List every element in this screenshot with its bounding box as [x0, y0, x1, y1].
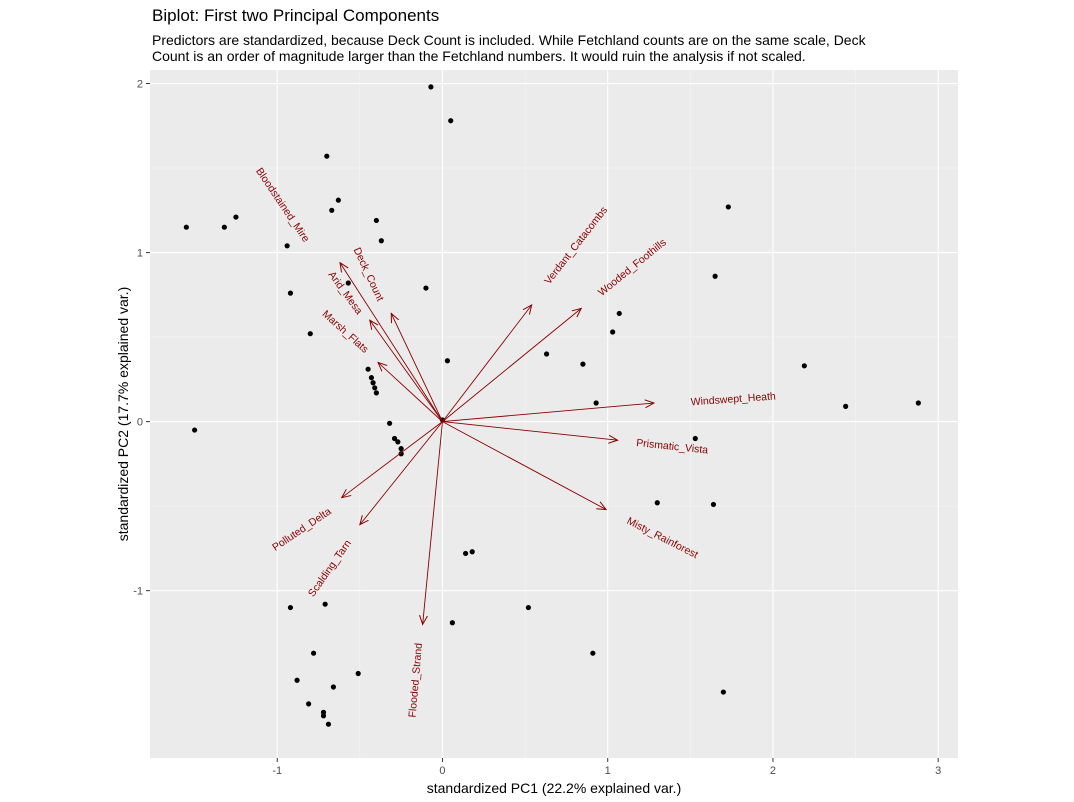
x-tick-label: 3	[935, 765, 941, 777]
score-point	[287, 604, 294, 611]
score-point	[710, 501, 717, 508]
y-tick-label: -1	[133, 586, 143, 598]
score-points	[183, 84, 921, 727]
y-tick-label: 2	[137, 79, 143, 91]
score-point	[320, 713, 327, 719]
score-point	[335, 197, 341, 203]
score-point	[580, 361, 586, 367]
score-point	[725, 204, 731, 210]
score-point	[395, 439, 401, 445]
score-point	[444, 358, 451, 364]
score-point	[915, 400, 921, 406]
score-point	[801, 363, 807, 369]
score-point	[294, 677, 300, 683]
score-point	[330, 684, 337, 690]
y-axis-title: standardized PC2 (17.7% explained var.)	[115, 287, 131, 541]
loading-arrow	[442, 421, 617, 441]
score-point	[370, 380, 376, 386]
score-point	[322, 601, 328, 607]
score-point	[373, 390, 379, 396]
score-point	[692, 435, 698, 442]
score-point	[610, 329, 616, 335]
loading-arrows	[340, 263, 654, 625]
score-point	[448, 118, 454, 124]
score-point	[287, 290, 294, 296]
score-point	[307, 331, 313, 337]
score-point	[233, 214, 239, 220]
loading-arrow	[370, 320, 443, 422]
loading-arrow	[342, 421, 443, 498]
x-tick-label: 0	[439, 765, 445, 777]
plot-panel	[150, 70, 958, 758]
loading-arrow	[442, 421, 606, 510]
chart-subtitle-line-2: Count is an order of magnitude larger th…	[152, 48, 806, 64]
loading-arrow	[340, 263, 443, 422]
score-point	[543, 351, 550, 357]
score-point	[355, 670, 361, 677]
score-point	[525, 604, 531, 611]
score-point	[373, 217, 379, 224]
score-point	[398, 446, 404, 452]
score-point	[324, 153, 330, 159]
x-tick-label: 2	[770, 765, 776, 777]
score-point	[423, 285, 429, 291]
x-tick-label: -1	[272, 765, 282, 777]
x-tick-label: 1	[605, 765, 611, 777]
minor-gridlines	[150, 70, 958, 758]
y-tick-label: 1	[137, 248, 143, 260]
score-point	[284, 243, 290, 249]
score-point	[325, 721, 332, 727]
score-point	[221, 224, 227, 230]
score-point	[192, 427, 198, 433]
loading-arrow	[442, 308, 581, 422]
score-point	[469, 549, 475, 555]
x-axis-title: standardized PC1 (22.2% explained var.)	[427, 780, 681, 796]
score-point	[428, 84, 434, 90]
score-point	[843, 403, 849, 409]
score-point	[365, 366, 371, 372]
chart-subtitle-line-1: Predictors are standardized, because Dec…	[152, 32, 866, 48]
score-point	[386, 420, 393, 426]
loading-arrow	[442, 403, 654, 423]
loading-arrow	[391, 313, 443, 422]
score-point	[590, 650, 596, 656]
score-point	[449, 620, 455, 626]
score-point	[593, 400, 599, 406]
loading-arrow	[423, 421, 443, 625]
loading-arrow	[360, 421, 443, 525]
score-point	[345, 280, 351, 286]
score-point	[183, 224, 189, 230]
score-point	[462, 550, 469, 557]
chart-subtitle: Predictors are standardized, because Dec…	[152, 32, 952, 64]
chart-title: Biplot: First two Principal Components	[152, 6, 440, 25]
score-point	[616, 310, 622, 317]
loading-arrow	[442, 305, 531, 422]
score-point	[391, 435, 398, 442]
score-point	[368, 375, 375, 381]
y-tick-label: 0	[137, 417, 143, 429]
loading-arrow	[378, 362, 443, 422]
score-point	[720, 689, 726, 695]
loading-label: Windswept_Heath	[690, 390, 776, 408]
score-point	[329, 207, 335, 213]
score-point	[712, 273, 718, 279]
score-point	[372, 385, 378, 391]
score-point	[306, 701, 312, 707]
score-point	[398, 451, 404, 457]
axis-ticks: -1 0 1 2 3 -1 0 1 2	[133, 79, 941, 777]
score-point	[654, 500, 660, 506]
major-gridlines	[150, 70, 958, 758]
score-point	[378, 238, 384, 244]
score-point	[310, 650, 317, 656]
